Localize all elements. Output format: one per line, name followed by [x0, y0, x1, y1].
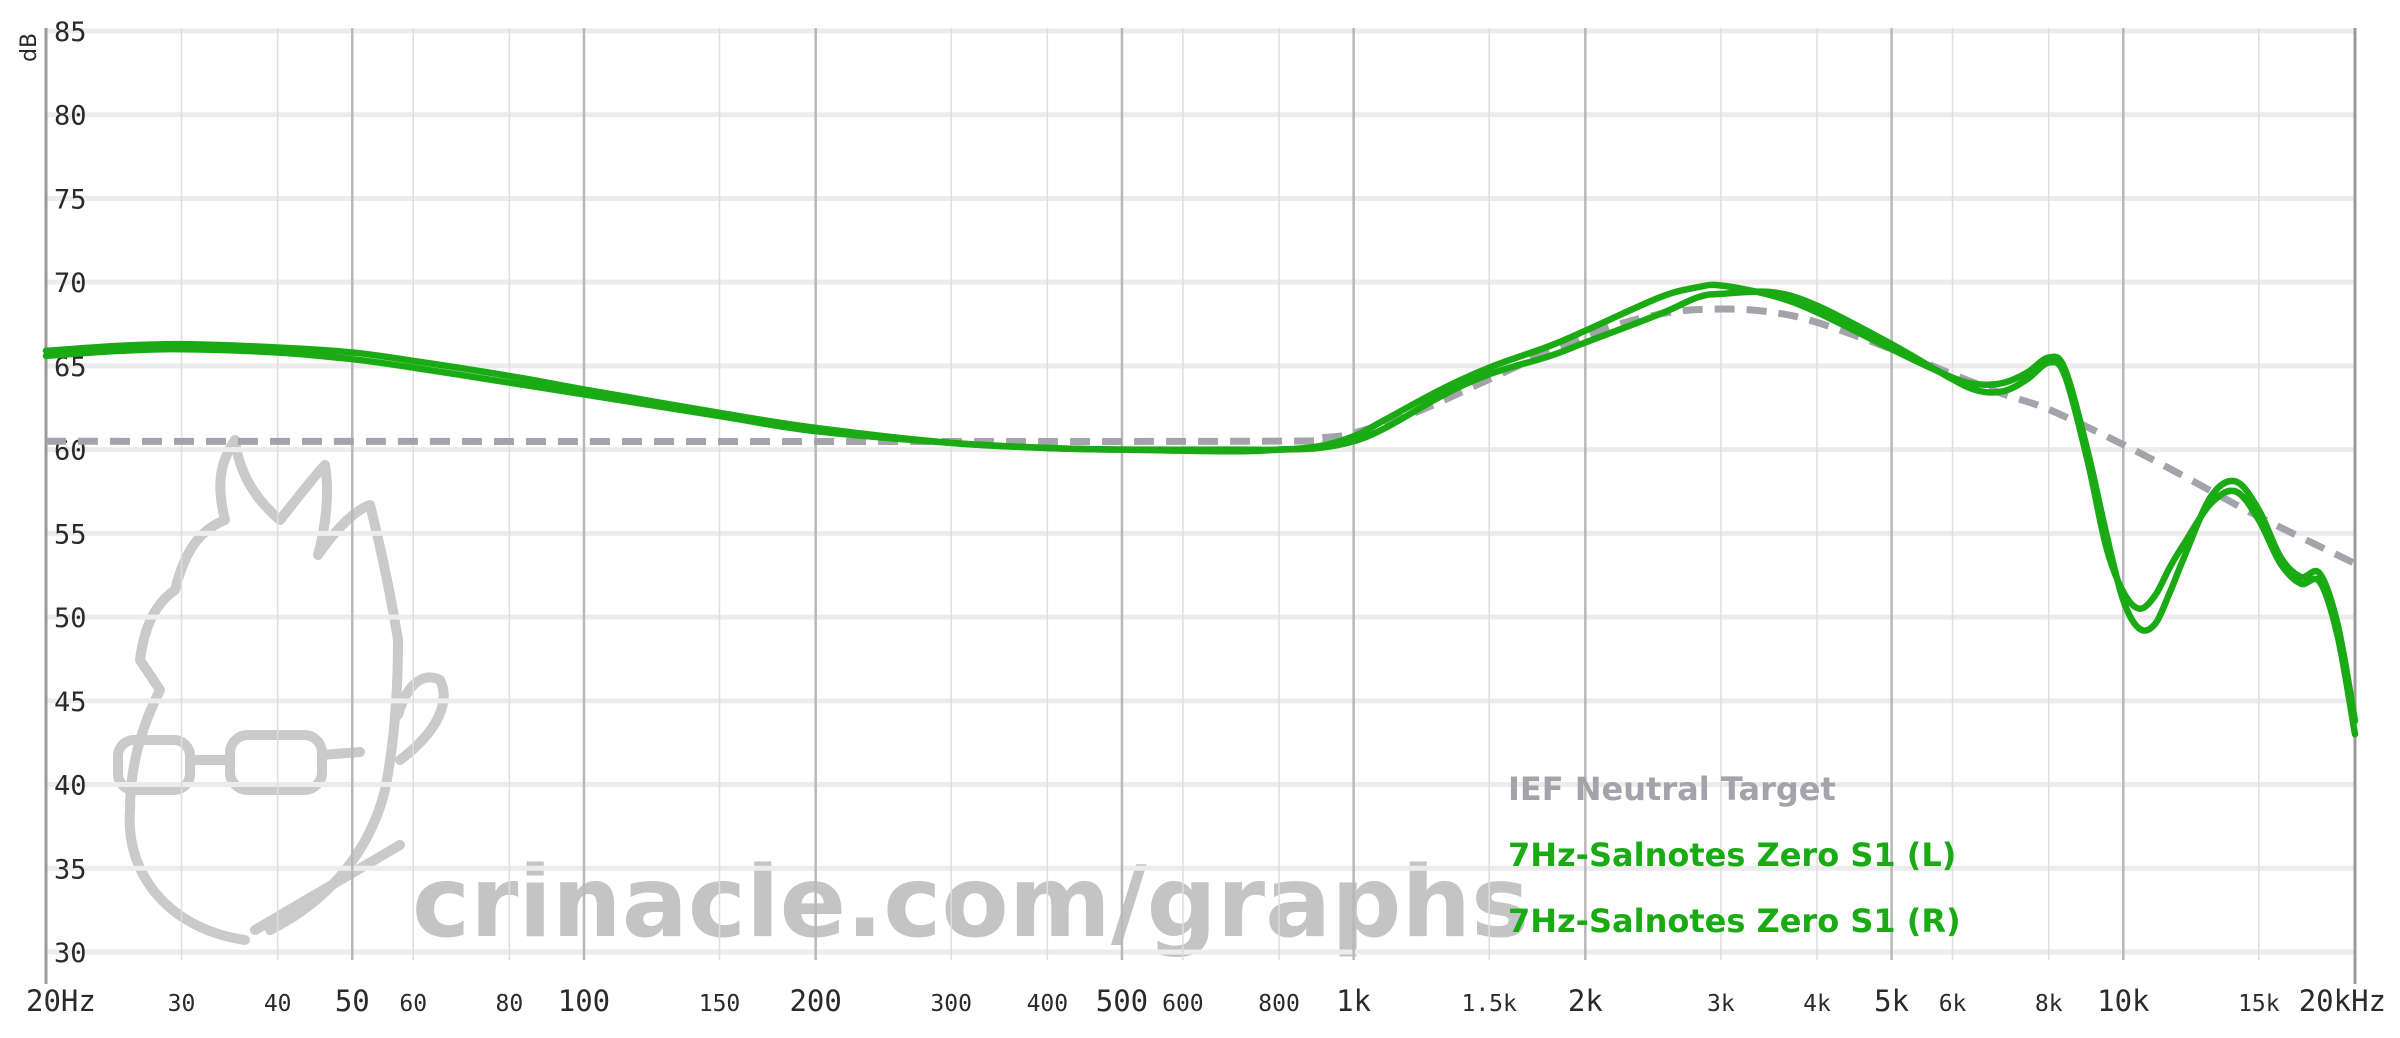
x-tick-label-20000: 20kHz	[2299, 984, 2386, 1018]
x-tick-label-1500: 1.5k	[1461, 991, 1517, 1017]
x-tick-label-400: 400	[1027, 991, 1069, 1017]
x-tick-label-2000: 2k	[1568, 984, 1603, 1018]
watermark-text: crinacle.com/graphs	[412, 846, 1529, 960]
x-tick-label-200: 200	[789, 984, 841, 1018]
crinacle-logo	[113, 435, 449, 945]
x-tick-label-80: 80	[496, 991, 524, 1017]
x-tick-label-4000: 4k	[1803, 991, 1831, 1017]
x-tick-label-150: 150	[699, 991, 741, 1017]
legend-entry-0: IEF Neutral Target	[1508, 770, 1836, 808]
y-tick-label-30: 30	[54, 938, 87, 969]
y-tick-label-55: 55	[54, 519, 87, 550]
x-tick-label-30: 30	[168, 991, 196, 1017]
y-axis-label: dB	[17, 33, 42, 62]
x-tick-label-800: 800	[1258, 991, 1300, 1017]
series-line-1	[42, 288, 2359, 738]
y-tick-label-70: 70	[54, 268, 87, 299]
series-line-0	[45, 305, 2357, 567]
y-tick-label-50: 50	[54, 603, 87, 634]
x-tick-label-20: 20Hz	[26, 984, 96, 1018]
x-tick-label-3000: 3k	[1707, 991, 1735, 1017]
x-tick-label-1000: 1k	[1336, 984, 1371, 1018]
x-tick-label-8000: 8k	[2035, 991, 2063, 1017]
y-tick-label-45: 45	[54, 687, 87, 718]
y-tick-label-80: 80	[54, 101, 87, 132]
chart-curves	[42, 281, 2359, 738]
watermark: crinacle.com/graphs	[113, 435, 1529, 960]
legend-entry-2: 7Hz-Salnotes Zero S1 (R)	[1508, 902, 1961, 940]
x-tick-label-300: 300	[930, 991, 972, 1017]
x-tick-label-15000: 15k	[2238, 991, 2280, 1017]
x-tick-label-600: 600	[1162, 991, 1204, 1017]
legend-entry-1: 7Hz-Salnotes Zero S1 (L)	[1508, 836, 1956, 874]
y-tick-label-40: 40	[54, 771, 87, 802]
chart-grid	[44, 28, 2357, 960]
y-tick-label-85: 85	[54, 17, 87, 48]
series-line-2	[42, 281, 2359, 725]
x-tick-label-500: 500	[1096, 984, 1148, 1018]
x-tick-label-6000: 6k	[1939, 991, 1967, 1017]
y-tick-label-75: 75	[54, 184, 87, 215]
chart-legend: IEF Neutral Target 7Hz-Salnotes Zero S1 (…	[1508, 770, 1961, 940]
x-tick-label-5000: 5k	[1874, 984, 1909, 1018]
y-tick-label-35: 35	[54, 854, 87, 885]
x-tick-label-10000: 10k	[2097, 984, 2150, 1018]
x-tick-label-100: 100	[558, 984, 610, 1018]
x-tick-label-40: 40	[264, 991, 292, 1017]
x-tick-label-60: 60	[399, 991, 427, 1017]
x-tick-label-50: 50	[335, 984, 370, 1018]
